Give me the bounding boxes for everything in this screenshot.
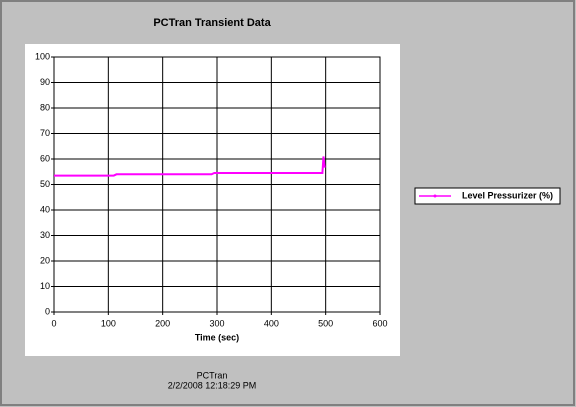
legend-marker [433,194,437,198]
x-tick-label: 600 [372,318,387,328]
x-tick-label: 400 [264,318,279,328]
y-tick-label: 80 [40,102,50,112]
x-tick-label: 500 [318,318,333,328]
chart-title: PCTran Transient Data [153,17,271,29]
legend-label: Level Pressurizer (%) [462,190,553,200]
y-tick-label: 60 [40,153,50,163]
y-tick-label: 0 [45,306,50,316]
y-tick-label: 100 [35,51,50,61]
legend-box [414,187,561,205]
y-tick-label: 50 [40,179,50,189]
x-tick-label: 0 [51,318,56,328]
series-line [54,156,326,177]
y-tick-label: 10 [40,281,50,291]
y-tick-label: 40 [40,204,50,214]
x-axis-label: Time (sec) [195,332,239,342]
y-tick-label: 20 [40,255,50,265]
x-tick-label: 200 [155,318,170,328]
plot-panel [25,44,400,356]
footer: PCTran [197,370,228,380]
x-tick-label: 100 [101,318,116,328]
footer: 2/2/2008 12:18:29 PM [168,380,257,390]
y-tick-label: 90 [40,77,50,87]
y-tick-label: 70 [40,128,50,138]
x-tick-label: 300 [209,318,224,328]
y-tick-label: 30 [40,230,50,240]
